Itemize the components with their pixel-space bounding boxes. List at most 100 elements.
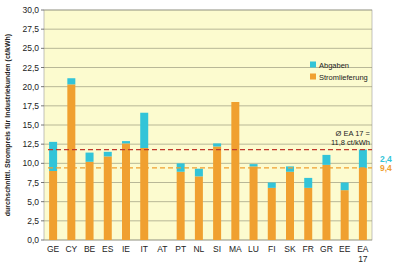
chart-svg: 0,02,55,07,510,012,515,017,520,022,525,0…	[0, 0, 410, 275]
category-label: IE	[122, 244, 130, 254]
bar-segment	[195, 169, 203, 177]
tick-label: 2,5	[27, 216, 39, 226]
category-label-part: GE	[47, 244, 60, 254]
category-label: MA	[229, 244, 242, 254]
category-label-part: IT	[140, 244, 148, 254]
tick-mark	[41, 240, 44, 241]
bar-segment	[286, 166, 294, 171]
bar-segment	[304, 188, 312, 240]
bar-segment	[359, 150, 367, 168]
bar-segment	[177, 172, 185, 240]
bar-segment	[122, 143, 130, 240]
reference-label: 9,4	[380, 163, 392, 173]
category-label: PT	[175, 244, 186, 254]
category-label: BE	[84, 244, 96, 254]
category-label: NL	[193, 244, 204, 254]
bar-segment	[341, 183, 349, 191]
bar-segment	[86, 162, 94, 240]
category-label-part: AT	[157, 244, 167, 254]
bar-segment	[250, 166, 258, 240]
category-label-part: FR	[303, 244, 314, 254]
bar-segment	[140, 113, 148, 148]
bar-segment	[250, 164, 258, 166]
category-label: IT	[140, 244, 148, 254]
category-label-part: 17	[358, 254, 368, 264]
bar-segment	[231, 102, 239, 103]
category-label-part: EE	[339, 244, 351, 254]
category-label: AT	[157, 244, 167, 254]
tick-mark	[41, 48, 44, 49]
category-label: EE	[339, 244, 351, 254]
reference-label-line: 11,8 ct/kWh	[331, 138, 370, 147]
bar-segment	[104, 152, 112, 157]
annotation: 2,4	[380, 154, 392, 164]
grid-line	[44, 29, 372, 30]
bar-segment	[195, 176, 203, 240]
tick-mark	[41, 29, 44, 30]
tick-label: 12,5	[22, 139, 39, 149]
tick-label: 20,0	[22, 82, 39, 92]
category-label: SI	[213, 244, 221, 254]
bar-segment	[49, 171, 57, 240]
chart-container: 0,02,55,07,510,012,515,017,520,022,525,0…	[0, 0, 410, 275]
tick-mark	[41, 86, 44, 87]
category-label-part: SK	[284, 244, 296, 254]
category-label-part: MA	[229, 244, 242, 254]
tick-label: 30,0	[22, 5, 39, 15]
bars	[49, 78, 367, 240]
bar-segment	[322, 155, 330, 165]
tick-label: 17,5	[22, 101, 39, 111]
bar-segment	[359, 168, 367, 240]
bar-segment	[122, 141, 130, 143]
bar-segment	[231, 102, 239, 240]
tick-label: 27,5	[22, 24, 39, 34]
bar-segment	[49, 142, 57, 171]
tick-mark	[41, 163, 44, 164]
category-label-part: GR	[320, 244, 333, 254]
category-label: CY	[65, 244, 77, 254]
tick-mark	[41, 105, 44, 106]
tick-label: 7,5	[27, 178, 39, 188]
reference-label-line: Ø EA 17 =	[336, 129, 371, 138]
bar-segment	[213, 146, 221, 240]
category-label-part: BE	[84, 244, 96, 254]
category-label-part: IE	[122, 244, 130, 254]
tick-mark	[41, 144, 44, 145]
bar-segment	[213, 143, 221, 146]
grid-line	[44, 125, 372, 126]
tick-label: 0,0	[27, 235, 39, 245]
bar-segment	[86, 153, 94, 162]
category-label: GE	[47, 244, 60, 254]
category-label-part: SI	[213, 244, 221, 254]
y-axis-label: durchschnittl. Strompreis für Industriek…	[4, 34, 12, 216]
category-label-part: PT	[175, 244, 186, 254]
grid-line	[44, 86, 372, 87]
bar-segment	[268, 188, 276, 240]
bar-segment	[341, 190, 349, 240]
bar-segment	[304, 178, 312, 188]
bar-segment	[140, 148, 148, 240]
tick-mark	[41, 201, 44, 202]
tick-mark	[41, 220, 44, 221]
tick-label: 25,0	[22, 43, 39, 53]
tick-mark	[41, 10, 44, 11]
grid-line	[44, 144, 372, 145]
category-label: GR	[320, 244, 333, 254]
bar-segment	[268, 183, 276, 188]
reference-line	[48, 167, 372, 168]
legend-label: Abgaben	[319, 61, 349, 70]
category-label: EA17	[357, 244, 369, 264]
legend-swatch	[310, 62, 316, 68]
tick-mark	[41, 182, 44, 183]
category-label-part: NL	[193, 244, 204, 254]
category-label-part: FI	[268, 244, 276, 254]
category-label-part: LU	[248, 244, 259, 254]
category-label: SK	[284, 244, 296, 254]
category-label: LU	[248, 244, 259, 254]
legend-swatch	[310, 74, 316, 80]
category-label: FR	[303, 244, 314, 254]
reference-label: Ø EA 17 =11,8 ct/kWh	[331, 129, 371, 147]
category-label: ES	[102, 244, 114, 254]
grid-line	[44, 10, 372, 11]
bar-segment	[67, 84, 75, 240]
